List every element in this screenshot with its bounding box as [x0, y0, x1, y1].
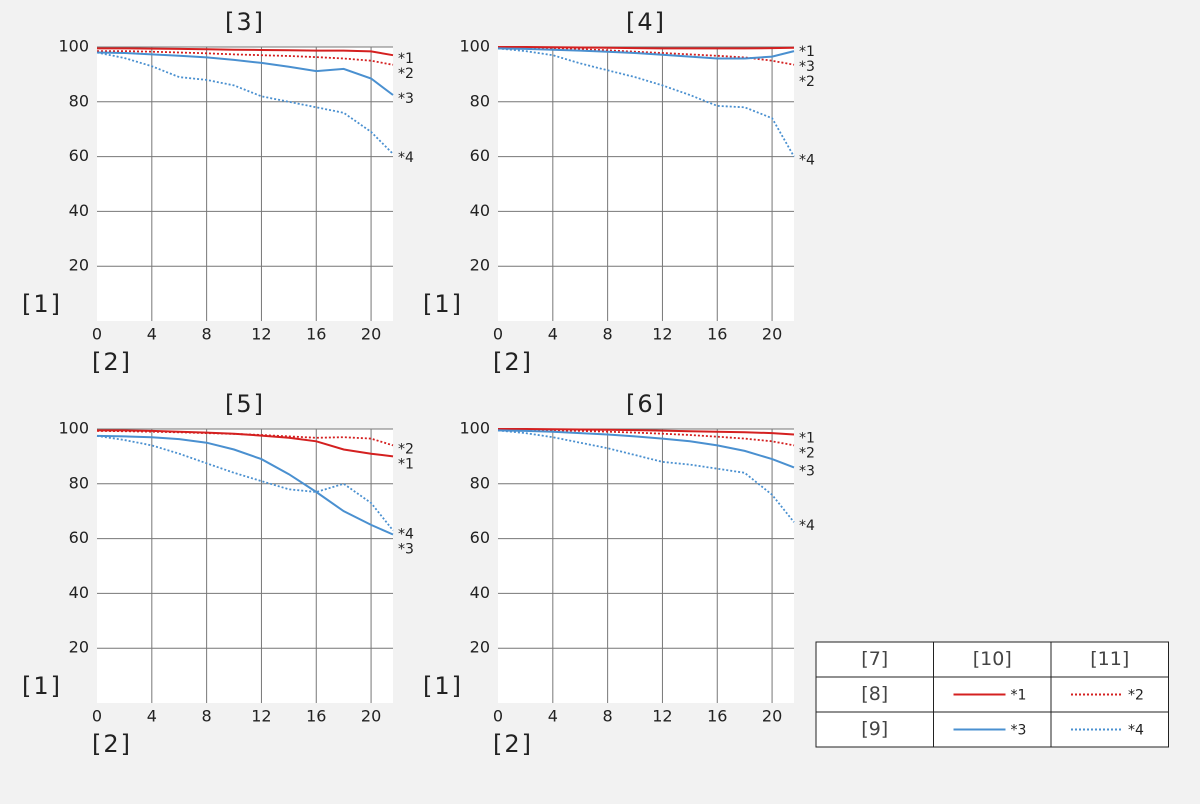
legend-label: *2: [1128, 688, 1144, 704]
legend-label: *4: [1128, 723, 1144, 739]
x-tick-label: 12: [652, 325, 672, 344]
x-tick-label: 4: [147, 325, 157, 344]
x-tick-label: 0: [493, 707, 503, 726]
y-tick-label: 60: [69, 146, 89, 165]
y-tick-label: 60: [470, 528, 490, 547]
series-end-label: *2: [398, 66, 414, 82]
chart-title: [5]: [225, 390, 265, 418]
y-tick-label: 60: [470, 146, 490, 165]
y-axis-label: [1]: [22, 672, 62, 700]
plot-area: [498, 47, 794, 321]
series-line: [498, 428, 795, 436]
y-tick-label: 40: [470, 583, 490, 602]
series-end-label: *3: [799, 59, 815, 75]
series-line: [498, 46, 795, 50]
series-end-label: *1: [799, 44, 815, 60]
y-tick-label: 20: [470, 256, 490, 275]
series-end-label: *2: [799, 445, 815, 461]
x-tick-label: 12: [251, 707, 271, 726]
series-end-label: *4: [799, 153, 815, 169]
x-tick-label: 12: [251, 325, 271, 344]
y-tick-label: 40: [470, 201, 490, 220]
series-end-label: *3: [398, 541, 414, 557]
x-axis-label: [2]: [493, 348, 533, 376]
y-tick-label: 20: [69, 256, 89, 275]
y-tick-label: 80: [69, 473, 89, 492]
legend-label: *1: [1011, 688, 1027, 704]
y-tick-label: 80: [69, 91, 89, 110]
table-header: [11]: [1090, 648, 1129, 670]
x-tick-label: 8: [202, 707, 212, 726]
series-line: [96, 435, 394, 531]
series-line: [497, 47, 795, 60]
y-tick-label: 20: [470, 638, 490, 657]
y-tick-label: 20: [69, 638, 89, 657]
series-line: [96, 51, 394, 96]
x-tick-label: 16: [306, 707, 326, 726]
y-axis-label: [1]: [22, 290, 62, 318]
legend-label: *3: [1011, 723, 1027, 739]
y-tick-label: 40: [69, 201, 89, 220]
series-end-label: *4: [799, 518, 815, 534]
y-tick-label: 40: [69, 583, 89, 602]
table-header: [10]: [973, 648, 1012, 670]
x-tick-label: 4: [548, 707, 558, 726]
series-line: [96, 434, 394, 536]
x-tick-label: 0: [92, 325, 102, 344]
x-axis-label: [2]: [92, 348, 132, 376]
plot-area: [498, 429, 794, 703]
series-line: [497, 429, 795, 523]
y-tick-label: 60: [69, 528, 89, 547]
plot-area: [97, 429, 393, 703]
series-line: [497, 429, 795, 469]
x-tick-label: 16: [707, 325, 727, 344]
x-axis-label: [2]: [92, 730, 132, 758]
table-row-label: [8]: [861, 683, 888, 705]
series-end-label: *1: [398, 456, 414, 472]
series-end-label: *2: [799, 74, 815, 90]
y-axis-label: [1]: [423, 290, 463, 318]
x-tick-label: 16: [707, 707, 727, 726]
series-end-label: *3: [799, 463, 815, 479]
y-tick-label: 80: [470, 473, 490, 492]
table-row-label: [9]: [861, 718, 888, 740]
y-axis-label: [1]: [423, 672, 463, 700]
x-tick-label: 20: [361, 707, 381, 726]
chart-title: [4]: [626, 8, 666, 36]
y-tick-label: 80: [470, 91, 490, 110]
x-axis-label: [2]: [493, 730, 533, 758]
series-line: [97, 429, 394, 458]
x-tick-label: 8: [202, 325, 212, 344]
y-tick-label: 100: [459, 419, 490, 438]
x-tick-label: 4: [147, 707, 157, 726]
x-tick-label: 20: [361, 325, 381, 344]
series-end-label: *4: [398, 526, 414, 542]
series-end-label: *2: [398, 441, 414, 457]
x-tick-label: 4: [548, 325, 558, 344]
x-tick-label: 20: [762, 707, 782, 726]
x-tick-label: 8: [603, 325, 613, 344]
chart-title: [3]: [225, 8, 265, 36]
y-tick-label: 100: [459, 37, 490, 56]
x-tick-label: 0: [92, 707, 102, 726]
x-tick-label: 8: [603, 707, 613, 726]
x-tick-label: 0: [493, 325, 503, 344]
series-end-label: *1: [799, 430, 815, 446]
x-tick-label: 16: [306, 325, 326, 344]
series-end-label: *4: [398, 150, 414, 166]
y-tick-label: 100: [58, 37, 89, 56]
series-end-label: *1: [398, 51, 414, 67]
plot-area: [97, 47, 393, 321]
x-tick-label: 20: [762, 325, 782, 344]
series-line: [97, 47, 394, 57]
series-line: [96, 51, 394, 155]
series-end-label: *3: [398, 91, 414, 107]
chart-title: [6]: [626, 390, 666, 418]
x-tick-label: 12: [652, 707, 672, 726]
table-header: [7]: [861, 648, 888, 670]
y-tick-label: 100: [58, 419, 89, 438]
